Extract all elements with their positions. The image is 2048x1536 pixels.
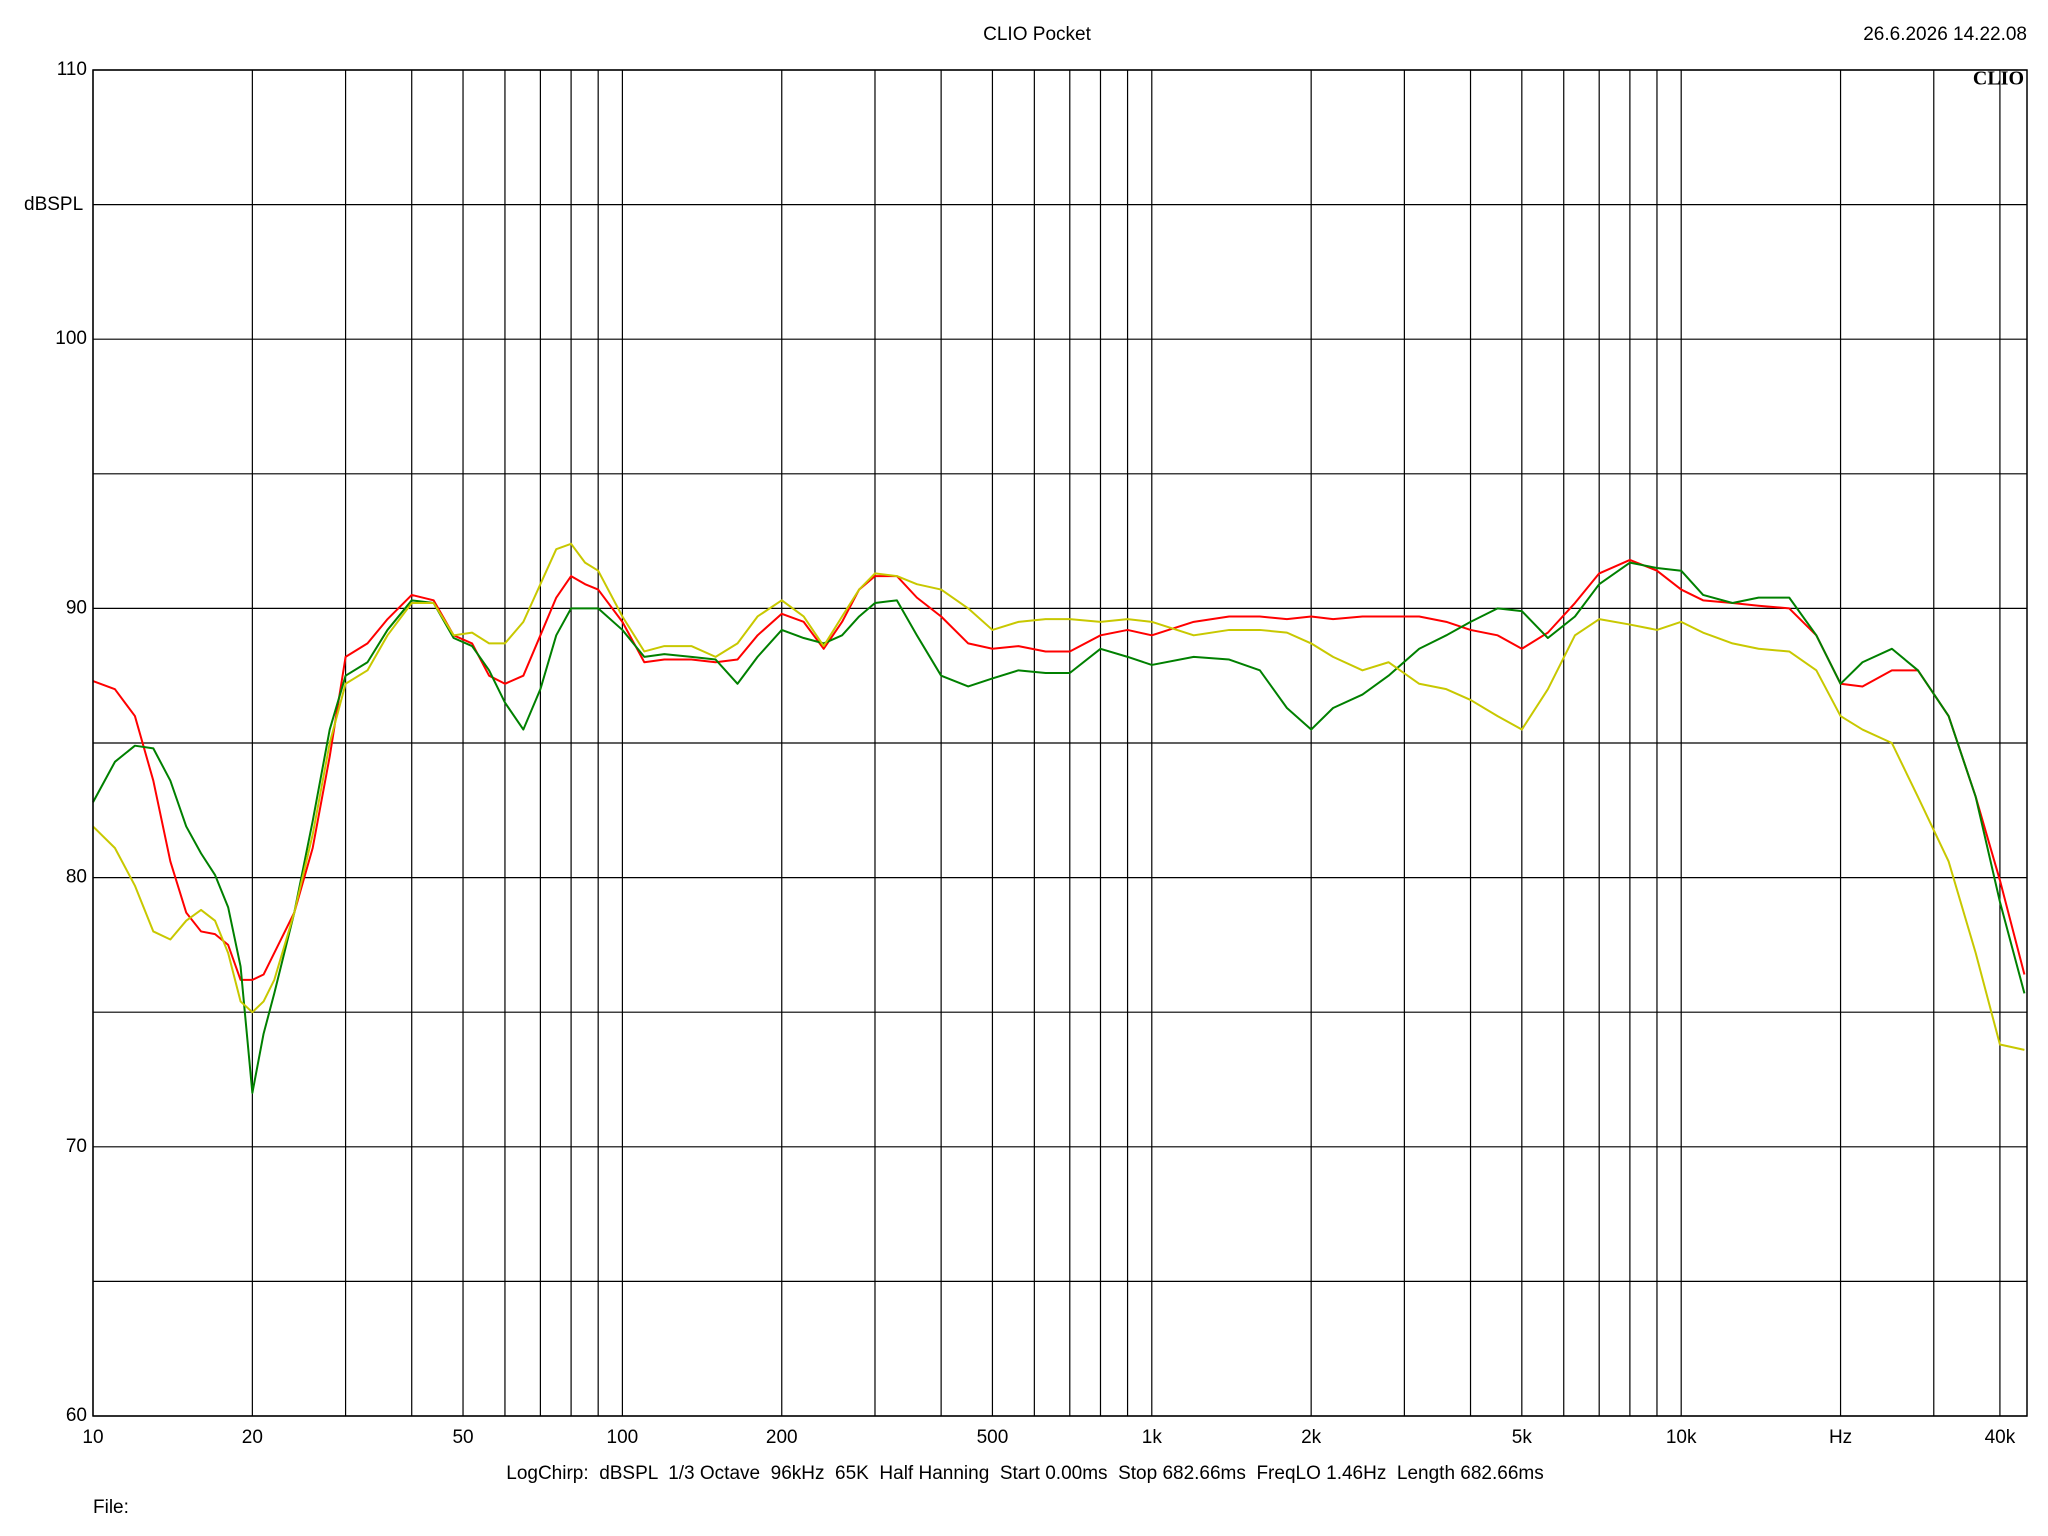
x-tick-label: 1k: [1142, 1427, 1163, 1448]
y-tick-label: 70: [66, 1136, 87, 1157]
x-tick-label: 2k: [1301, 1427, 1322, 1448]
x-tick-label: 5k: [1512, 1427, 1533, 1448]
x-tick-label: 200: [766, 1427, 798, 1448]
y-axis-label: dBSPL: [24, 194, 83, 215]
x-tick-label: 10k: [1666, 1427, 1697, 1448]
file-label: File:: [93, 1497, 129, 1518]
timestamp: 26.6.2026 14.22.08: [1863, 24, 2027, 45]
y-tick-label: 100: [55, 328, 87, 349]
x-tick-label: Hz: [1829, 1427, 1852, 1448]
y-tick-label: 90: [66, 597, 87, 618]
y-tick-label: 80: [66, 867, 87, 888]
logo: CLIO: [1973, 68, 2024, 90]
x-tick-label: 500: [977, 1427, 1009, 1448]
x-tick-label: 40k: [1985, 1427, 2016, 1448]
plot-frame: [92, 69, 2028, 1417]
x-tick-label: 100: [607, 1427, 639, 1448]
response-curve: [92, 542, 2025, 1051]
y-tick-label: 110: [57, 59, 87, 80]
response-curve: [92, 558, 2026, 981]
curves: [92, 542, 2026, 1094]
chart-title: CLIO Pocket: [983, 24, 1091, 45]
x-tick-label: 50: [452, 1427, 473, 1448]
y-tick-label: 60: [66, 1405, 87, 1426]
x-tick-label: 10: [82, 1427, 103, 1448]
grid: [92, 69, 2027, 1417]
footer: LogChirp: dBSPL 1/3 Octave 96kHz 65K Hal…: [506, 1463, 1543, 1484]
x-tick-label: 20: [242, 1427, 263, 1448]
response-curve: [92, 561, 2026, 1094]
